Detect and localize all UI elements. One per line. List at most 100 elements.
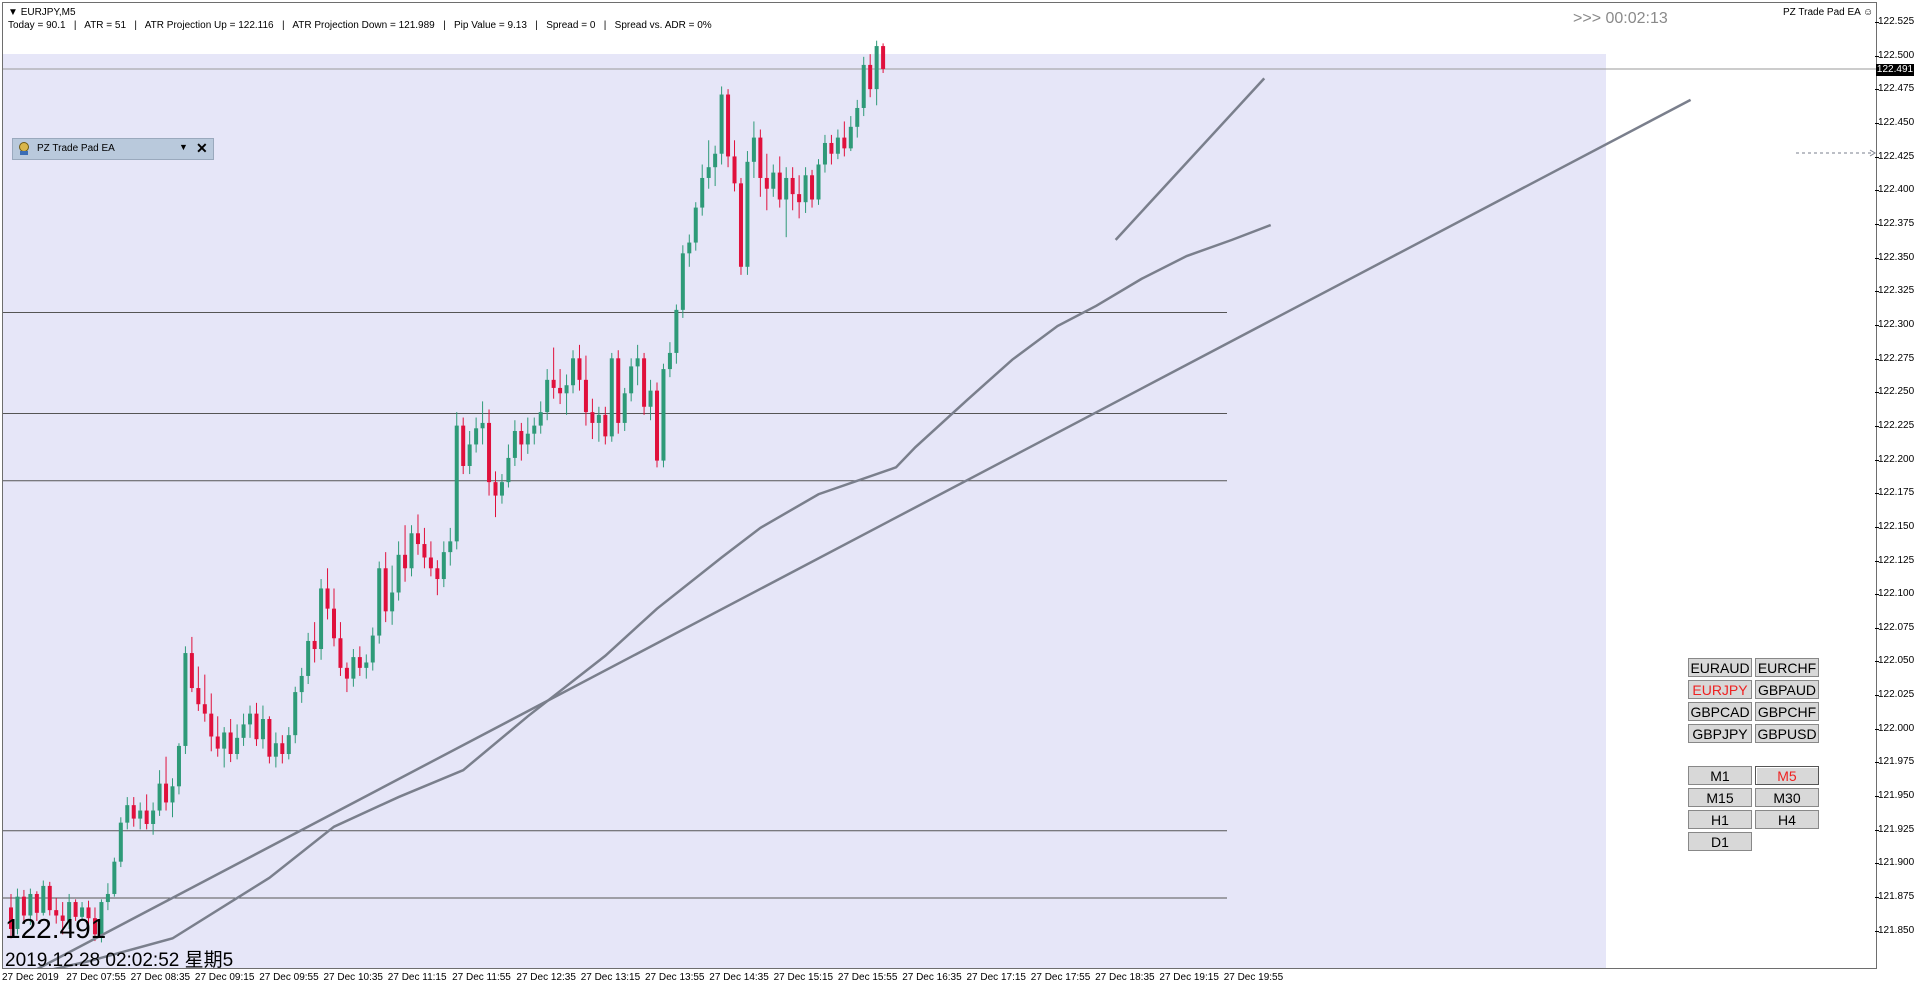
candle-body [157, 783, 162, 811]
symbol-button-gbpaud[interactable]: GBPAUD [1755, 680, 1819, 699]
candle-body [151, 810, 156, 824]
candle-body [835, 137, 840, 154]
time-tick-label: 27 Dec 19:55 [1223, 972, 1284, 983]
candle-body [144, 810, 149, 824]
candle-body [196, 688, 201, 705]
price-tick-label: 122.175 [1878, 487, 1915, 499]
candle-body [215, 736, 220, 749]
timeframe-button-m30[interactable]: M30 [1755, 788, 1819, 807]
candle-body [629, 366, 634, 394]
candle-body [370, 635, 375, 663]
candlestick-chart[interactable] [3, 3, 1876, 968]
candle-body [286, 735, 291, 755]
candle-body [164, 783, 169, 803]
candle-body [280, 743, 285, 755]
candle-body [532, 425, 537, 434]
time-tick-label: 27 Dec 10:35 [323, 972, 384, 983]
price-tick-label: 121.950 [1878, 790, 1915, 802]
price-tick-label: 121.850 [1878, 924, 1915, 936]
candle-body [235, 737, 240, 755]
symbol-button-euraud[interactable]: EURAUD [1688, 658, 1752, 677]
candle-body [273, 743, 278, 757]
symbol-button-eurchf[interactable]: EURCHF [1755, 658, 1819, 677]
symbol-label-text: EURJPY,M5 [20, 7, 76, 18]
plot-area[interactable]: ▼ EURJPY,M5 Today = 90.1 | ATR = 51 | AT… [2, 2, 1877, 969]
time-tick-label: 27 Dec 17:15 [966, 972, 1027, 983]
symbol-button-gbpjpy[interactable]: GBPJPY [1688, 724, 1752, 743]
candle-body [435, 568, 440, 580]
symbol-button-gbpcad[interactable]: GBPCAD [1688, 702, 1752, 721]
timeframe-button-h1[interactable]: H1 [1688, 810, 1752, 829]
candle-body [564, 385, 569, 394]
price-tick-mark [1875, 425, 1879, 427]
symbol-button-gbpchf[interactable]: GBPCHF [1755, 702, 1819, 721]
candle-body [403, 554, 408, 569]
candle-body [861, 64, 866, 108]
candle-body [125, 805, 130, 823]
symbol-button-gbpusd[interactable]: GBPUSD [1755, 724, 1819, 743]
price-tick-mark [1875, 123, 1879, 125]
price-tick-mark [1875, 291, 1879, 293]
price-tick-mark [1875, 325, 1879, 326]
candle-body [80, 907, 85, 917]
candle-body [299, 675, 304, 693]
candle-body [454, 425, 459, 542]
tradepad-close-icon[interactable]: ✕ [196, 140, 208, 156]
price-tick-mark [1875, 55, 1879, 57]
price-tick-mark [1875, 930, 1879, 932]
candle-body [112, 861, 117, 894]
price-tick-mark [1875, 89, 1879, 91]
candle-body [810, 175, 815, 200]
tradepad-minimize-icon[interactable]: ▼ [179, 142, 188, 152]
tradepad-panel[interactable]: PZ Trade Pad EA ▼ ✕ [12, 138, 214, 160]
candle-body [551, 379, 556, 388]
datetime-readout: 2019.12.28 02:02:52 星期5 [5, 950, 234, 969]
countdown-timer: >>> 00:02:13 [1573, 10, 1668, 27]
candle-body [344, 667, 349, 679]
dropdown-triangle-icon[interactable]: ▼ [8, 7, 21, 18]
price-tick-mark [1875, 627, 1879, 629]
trendline [36, 98, 1692, 968]
candle-body [222, 732, 227, 749]
candle-body [842, 137, 847, 149]
candle-body [538, 412, 543, 426]
candle-body [583, 379, 588, 413]
price-tick-label: 122.125 [1878, 554, 1915, 566]
candle-body [448, 541, 453, 553]
candle-body [493, 482, 498, 496]
price-tick-label: 122.475 [1878, 83, 1915, 95]
symbol-button-eurjpy[interactable]: EURJPY [1688, 680, 1752, 699]
price-tick-label: 122.325 [1878, 285, 1915, 297]
timeframe-button-h4[interactable]: H4 [1755, 810, 1819, 829]
timeframe-button-d1[interactable]: D1 [1688, 832, 1752, 851]
candle-body [189, 653, 194, 689]
candle-body [738, 183, 743, 267]
candle-body [21, 896, 26, 916]
candle-body [9, 907, 13, 929]
candle-body [506, 457, 511, 483]
ea-panel-background [3, 54, 1606, 968]
candle-body [325, 588, 330, 609]
candle-body [293, 692, 298, 736]
candle-body [713, 153, 718, 168]
time-tick-label: 27 Dec 07:55 [66, 972, 126, 983]
timeframe-button-m1[interactable]: M1 [1688, 766, 1752, 785]
price-tick-mark [1875, 695, 1879, 697]
time-tick-label: 27 Dec 12:35 [516, 972, 576, 983]
price-tick-mark [1875, 459, 1879, 461]
candle-body [480, 422, 485, 429]
timeframe-button-m15[interactable]: M15 [1688, 788, 1752, 807]
candle-body [693, 207, 698, 243]
candle-body [377, 568, 382, 636]
candle-body [655, 390, 659, 461]
price-tick-label: 122.000 [1878, 722, 1915, 734]
candle-body [622, 393, 627, 423]
price-tick-label: 122.350 [1878, 251, 1915, 263]
candle-body [99, 902, 104, 935]
time-tick-label: 27 Dec 11:55 [452, 972, 511, 983]
candle-body [54, 910, 59, 916]
candle-body [700, 177, 705, 208]
price-tick-label: 122.375 [1878, 218, 1915, 230]
candle-body [170, 786, 175, 803]
timeframe-button-m5[interactable]: M5 [1755, 766, 1819, 785]
